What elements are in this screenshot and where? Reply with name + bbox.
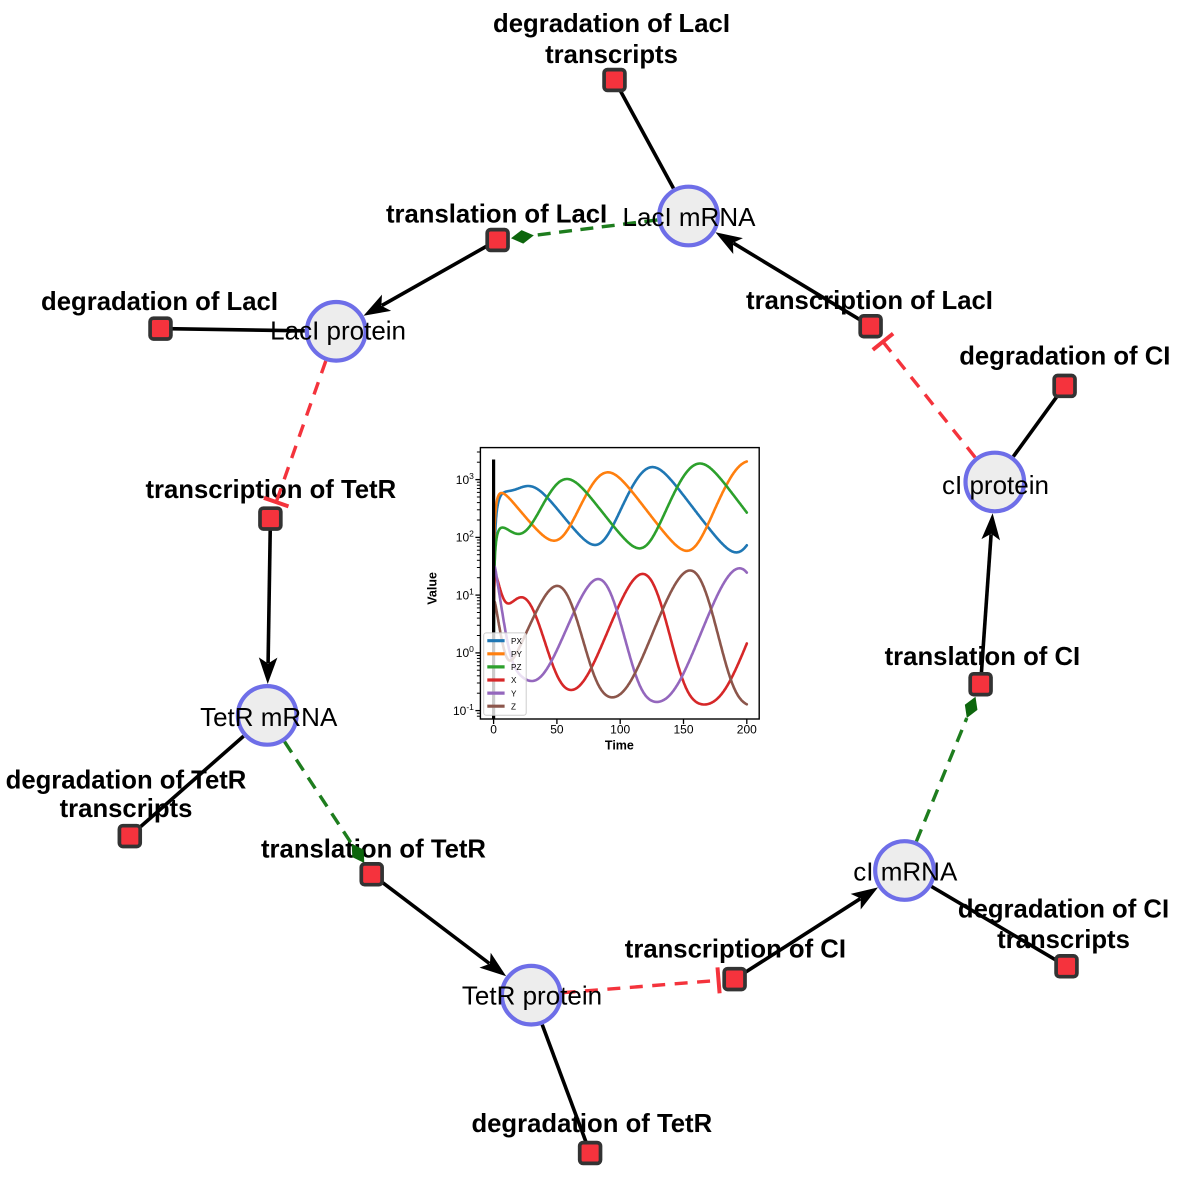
svg-text:100: 100 [456,644,474,660]
svg-text:translation of LacI: translation of LacI [386,201,607,229]
svg-text:PX: PX [511,637,522,646]
svg-text:transcripts: transcripts [545,41,678,69]
svg-text:50: 50 [550,723,564,737]
svg-text:LacI mRNA: LacI mRNA [623,202,757,232]
svg-text:transcripts: transcripts [997,926,1130,954]
svg-text:degradation of CI: degradation of CI [958,896,1169,924]
svg-text:150: 150 [673,723,693,737]
svg-text:200: 200 [737,723,757,737]
svg-text:cI mRNA: cI mRNA [853,857,958,887]
svg-text:0: 0 [490,723,497,737]
svg-text:LacI protein: LacI protein [270,315,406,345]
svg-text:101: 101 [456,586,474,602]
svg-text:Y: Y [511,689,517,698]
svg-text:Time: Time [605,739,634,753]
svg-text:degradation of CI: degradation of CI [959,343,1170,371]
svg-text:102: 102 [456,529,474,545]
svg-text:degradation of LacI: degradation of LacI [41,288,278,316]
svg-text:degradation of TetR: degradation of TetR [471,1110,712,1138]
svg-text:translation of TetR: translation of TetR [261,836,486,864]
svg-text:cI protein: cI protein [942,470,1049,500]
svg-text:Z: Z [511,702,516,711]
svg-text:103: 103 [456,471,474,487]
svg-text:100: 100 [610,723,630,737]
svg-text:Value: Value [426,572,440,605]
svg-text:degradation of LacI: degradation of LacI [493,10,730,38]
svg-text:transcription of LacI: transcription of LacI [746,287,993,315]
svg-text:PZ: PZ [511,663,521,672]
svg-text:degradation of TetR: degradation of TetR [6,766,247,794]
svg-text:10-1: 10-1 [453,702,474,718]
svg-text:transcription of CI: transcription of CI [625,935,846,963]
svg-text:PY: PY [511,650,522,659]
svg-text:TetR mRNA: TetR mRNA [200,702,338,732]
svg-text:TetR protein: TetR protein [462,980,602,1010]
svg-text:X: X [511,676,517,685]
